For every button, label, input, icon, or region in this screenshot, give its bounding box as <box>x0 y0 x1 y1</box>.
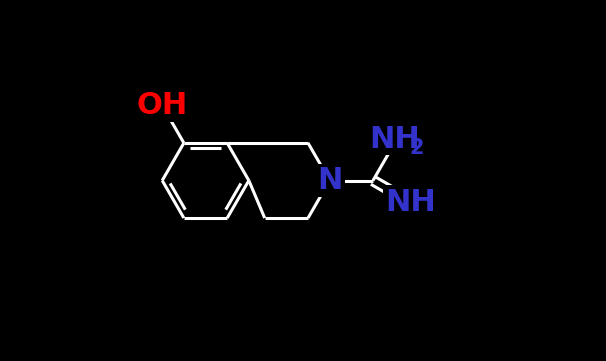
Text: NH: NH <box>369 125 420 154</box>
Text: NH: NH <box>385 188 436 217</box>
Text: N: N <box>317 166 342 195</box>
Text: 2: 2 <box>409 138 424 158</box>
Text: OH: OH <box>136 91 188 120</box>
